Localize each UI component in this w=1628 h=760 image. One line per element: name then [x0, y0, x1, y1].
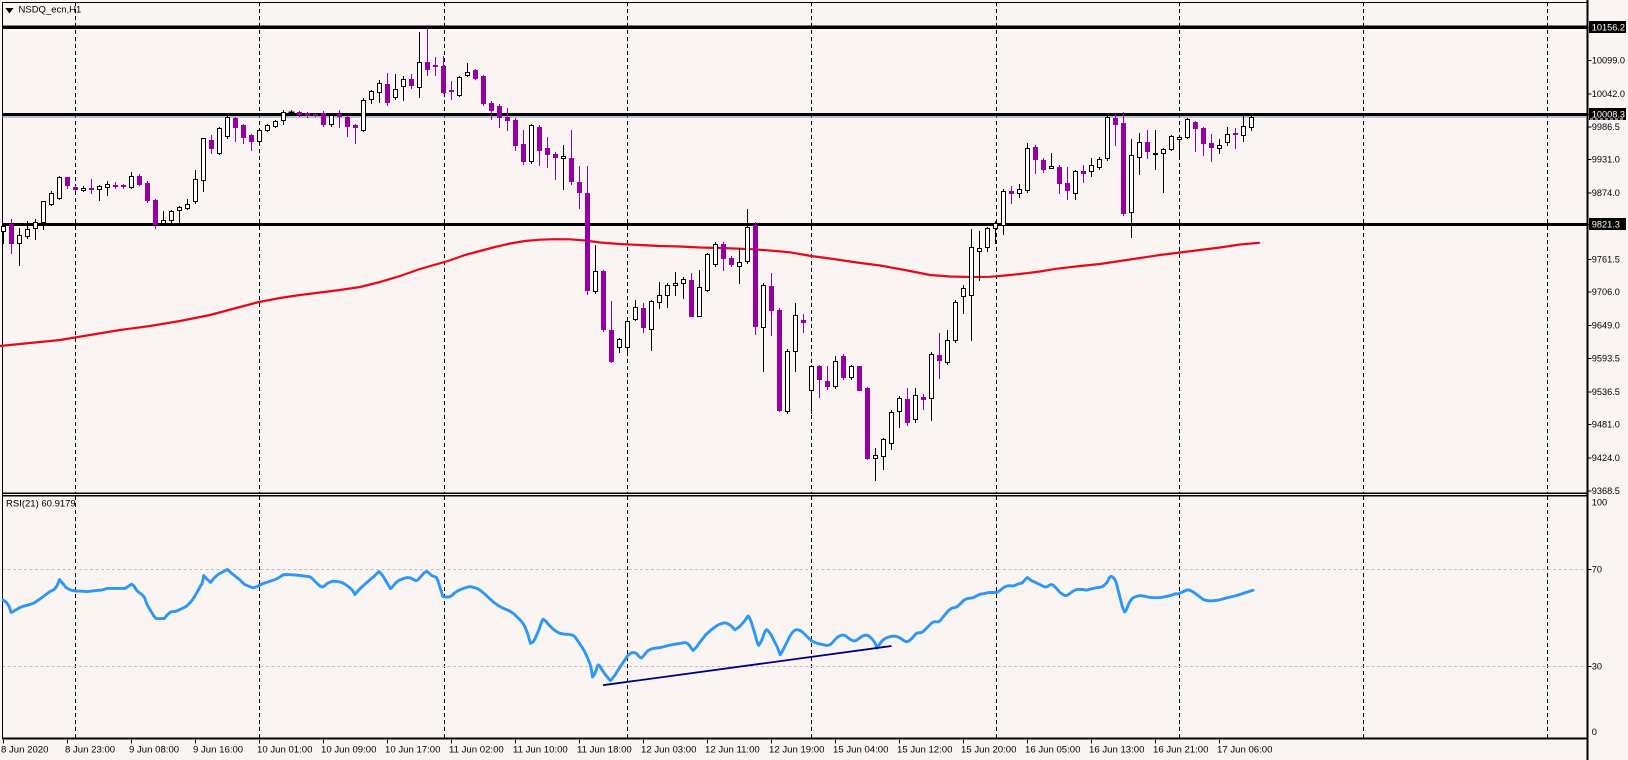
svg-text:9821.3: 9821.3: [1592, 220, 1620, 230]
svg-text:100: 100: [1592, 498, 1607, 508]
svg-text:9593.5: 9593.5: [1592, 353, 1620, 363]
svg-text:9931.0: 9931.0: [1592, 155, 1620, 165]
svg-text:10099.0: 10099.0: [1592, 56, 1625, 66]
svg-text:10008.3: 10008.3: [1592, 110, 1625, 120]
svg-text:8 Jun 2020: 8 Jun 2020: [1, 745, 48, 756]
svg-text:9 Jun 16:00: 9 Jun 16:00: [193, 745, 243, 756]
svg-text:8 Jun 23:00: 8 Jun 23:00: [65, 745, 115, 756]
svg-text:17 Jun 06:00: 17 Jun 06:00: [1217, 745, 1272, 756]
svg-text:RSI(21) 60.9179: RSI(21) 60.9179: [6, 499, 76, 510]
svg-text:9481.0: 9481.0: [1592, 420, 1620, 430]
svg-text:15 Jun 20:00: 15 Jun 20:00: [961, 745, 1016, 756]
svg-text:9986.5: 9986.5: [1592, 122, 1620, 132]
svg-text:12 Jun 03:00: 12 Jun 03:00: [641, 745, 696, 756]
svg-text:16 Jun 13:00: 16 Jun 13:00: [1089, 745, 1144, 756]
svg-text:11 Jun 10:00: 11 Jun 10:00: [513, 745, 568, 756]
svg-text:11 Jun 02:00: 11 Jun 02:00: [449, 745, 504, 756]
svg-text:15 Jun 12:00: 15 Jun 12:00: [897, 745, 952, 756]
svg-text:9706.0: 9706.0: [1592, 287, 1620, 297]
svg-text:16 Jun 05:00: 16 Jun 05:00: [1025, 745, 1080, 756]
svg-text:10042.0: 10042.0: [1592, 89, 1625, 99]
svg-text:10 Jun 01:00: 10 Jun 01:00: [257, 745, 312, 756]
svg-text:12 Jun 19:00: 12 Jun 19:00: [769, 745, 824, 756]
svg-text:9536.5: 9536.5: [1592, 387, 1620, 397]
svg-text:9 Jun 08:00: 9 Jun 08:00: [129, 745, 179, 756]
svg-text:10156.2: 10156.2: [1592, 23, 1625, 33]
svg-text:11 Jun 18:00: 11 Jun 18:00: [577, 745, 632, 756]
svg-text:15 Jun 04:00: 15 Jun 04:00: [833, 745, 888, 756]
svg-text:70: 70: [1592, 565, 1602, 575]
svg-text:9761.5: 9761.5: [1592, 254, 1620, 264]
svg-text:16 Jun 21:00: 16 Jun 21:00: [1153, 745, 1208, 756]
svg-text:NSDQ_ecn,H1: NSDQ_ecn,H1: [19, 5, 82, 16]
svg-text:10 Jun 17:00: 10 Jun 17:00: [385, 745, 440, 756]
svg-text:9649.0: 9649.0: [1592, 321, 1620, 331]
svg-text:12 Jun 11:00: 12 Jun 11:00: [705, 745, 760, 756]
svg-text:10 Jun 09:00: 10 Jun 09:00: [321, 745, 376, 756]
svg-text:9874.0: 9874.0: [1592, 188, 1620, 198]
svg-text:9424.0: 9424.0: [1592, 453, 1620, 463]
svg-text:0: 0: [1592, 727, 1597, 737]
svg-text:30: 30: [1592, 662, 1602, 672]
svg-text:9368.5: 9368.5: [1592, 486, 1620, 496]
